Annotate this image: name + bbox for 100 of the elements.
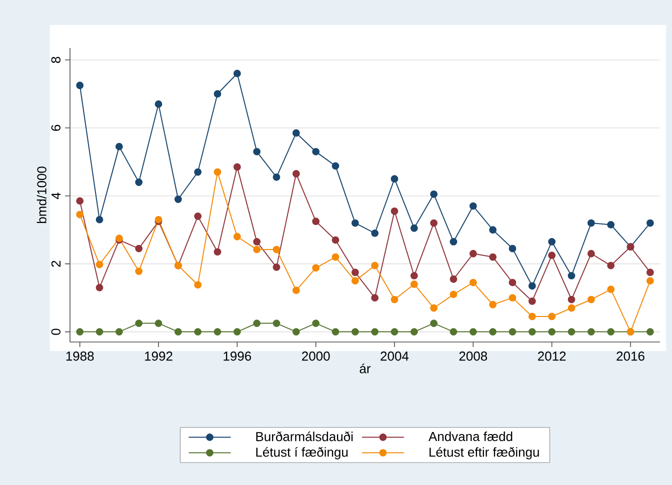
legend-label: Létust eftir fæðingu [430, 447, 539, 460]
point [430, 320, 438, 328]
point [76, 197, 84, 205]
point [390, 328, 398, 336]
point [214, 90, 222, 98]
legend-label: Létust í fæðingu [256, 447, 348, 460]
x-tick-label: 2012 [538, 352, 566, 361]
point [587, 250, 595, 258]
x-axis-title: ár [360, 364, 371, 374]
point [174, 196, 182, 203]
x-tick-label: 1996 [224, 352, 252, 361]
point [135, 320, 143, 328]
point [489, 300, 497, 308]
point [410, 224, 418, 232]
point [351, 277, 359, 285]
point [528, 312, 536, 320]
point [528, 328, 536, 336]
point [371, 294, 379, 302]
point [253, 148, 261, 156]
x-tick-label: 2000 [302, 352, 330, 361]
point [508, 244, 516, 252]
point [76, 210, 84, 218]
point [96, 216, 104, 224]
point [390, 175, 398, 183]
point [568, 304, 576, 312]
point [469, 278, 477, 286]
y-tick-label: 2 [51, 260, 60, 267]
point [508, 278, 516, 286]
point [450, 238, 458, 246]
point [410, 272, 418, 280]
point [135, 268, 143, 275]
point [194, 281, 202, 289]
point [351, 219, 359, 227]
point [214, 168, 222, 176]
point [351, 328, 359, 336]
y-tick-label: 0 [51, 328, 60, 335]
point [292, 286, 300, 294]
point [410, 328, 418, 336]
point [508, 328, 516, 336]
point [646, 328, 654, 336]
x-tick-label: 2008 [459, 352, 488, 361]
point [272, 320, 280, 328]
point [548, 328, 556, 336]
point [233, 328, 241, 336]
point [253, 320, 261, 328]
point [253, 238, 261, 246]
point [646, 277, 654, 285]
point [371, 230, 379, 237]
point [292, 328, 300, 336]
point [371, 328, 379, 336]
x-tick-label: 1992 [145, 352, 172, 361]
y-tick-label: 8 [51, 56, 60, 63]
point [332, 328, 340, 336]
point [450, 275, 458, 283]
y-axis-title: bmd/1000 [36, 166, 46, 224]
legend-label: Burðarmálsdauði [256, 431, 353, 442]
point [508, 294, 516, 302]
point [548, 252, 556, 260]
point [607, 286, 615, 294]
point [469, 202, 477, 210]
point [390, 207, 398, 215]
point [587, 296, 595, 304]
x-tick-label: 2016 [616, 352, 644, 361]
point [233, 232, 241, 240]
point [135, 244, 143, 252]
point [253, 246, 261, 254]
x-tick-label: 2004 [380, 352, 409, 361]
point [430, 190, 438, 198]
point [568, 272, 576, 280]
point [351, 268, 359, 276]
point [292, 170, 300, 178]
point [646, 219, 654, 227]
point [528, 298, 536, 305]
point [568, 328, 576, 336]
point [430, 304, 438, 312]
point [233, 163, 241, 171]
point [607, 328, 615, 336]
point [568, 296, 576, 304]
point [646, 268, 654, 276]
point [469, 250, 477, 258]
y-tick-label: 6 [51, 124, 60, 131]
point [115, 142, 123, 150]
point [371, 262, 379, 270]
point [469, 328, 477, 336]
point [96, 260, 104, 268]
point [194, 168, 202, 176]
point [312, 320, 320, 328]
point [489, 328, 497, 336]
point [96, 328, 104, 336]
point [332, 253, 340, 261]
point [410, 280, 418, 288]
point [548, 238, 556, 246]
point [194, 212, 202, 220]
point [312, 148, 320, 156]
legend-label: Andvana fædd [428, 432, 512, 442]
point [332, 236, 340, 244]
point [115, 328, 123, 336]
point [214, 328, 222, 336]
point [154, 100, 162, 108]
point [332, 162, 340, 170]
